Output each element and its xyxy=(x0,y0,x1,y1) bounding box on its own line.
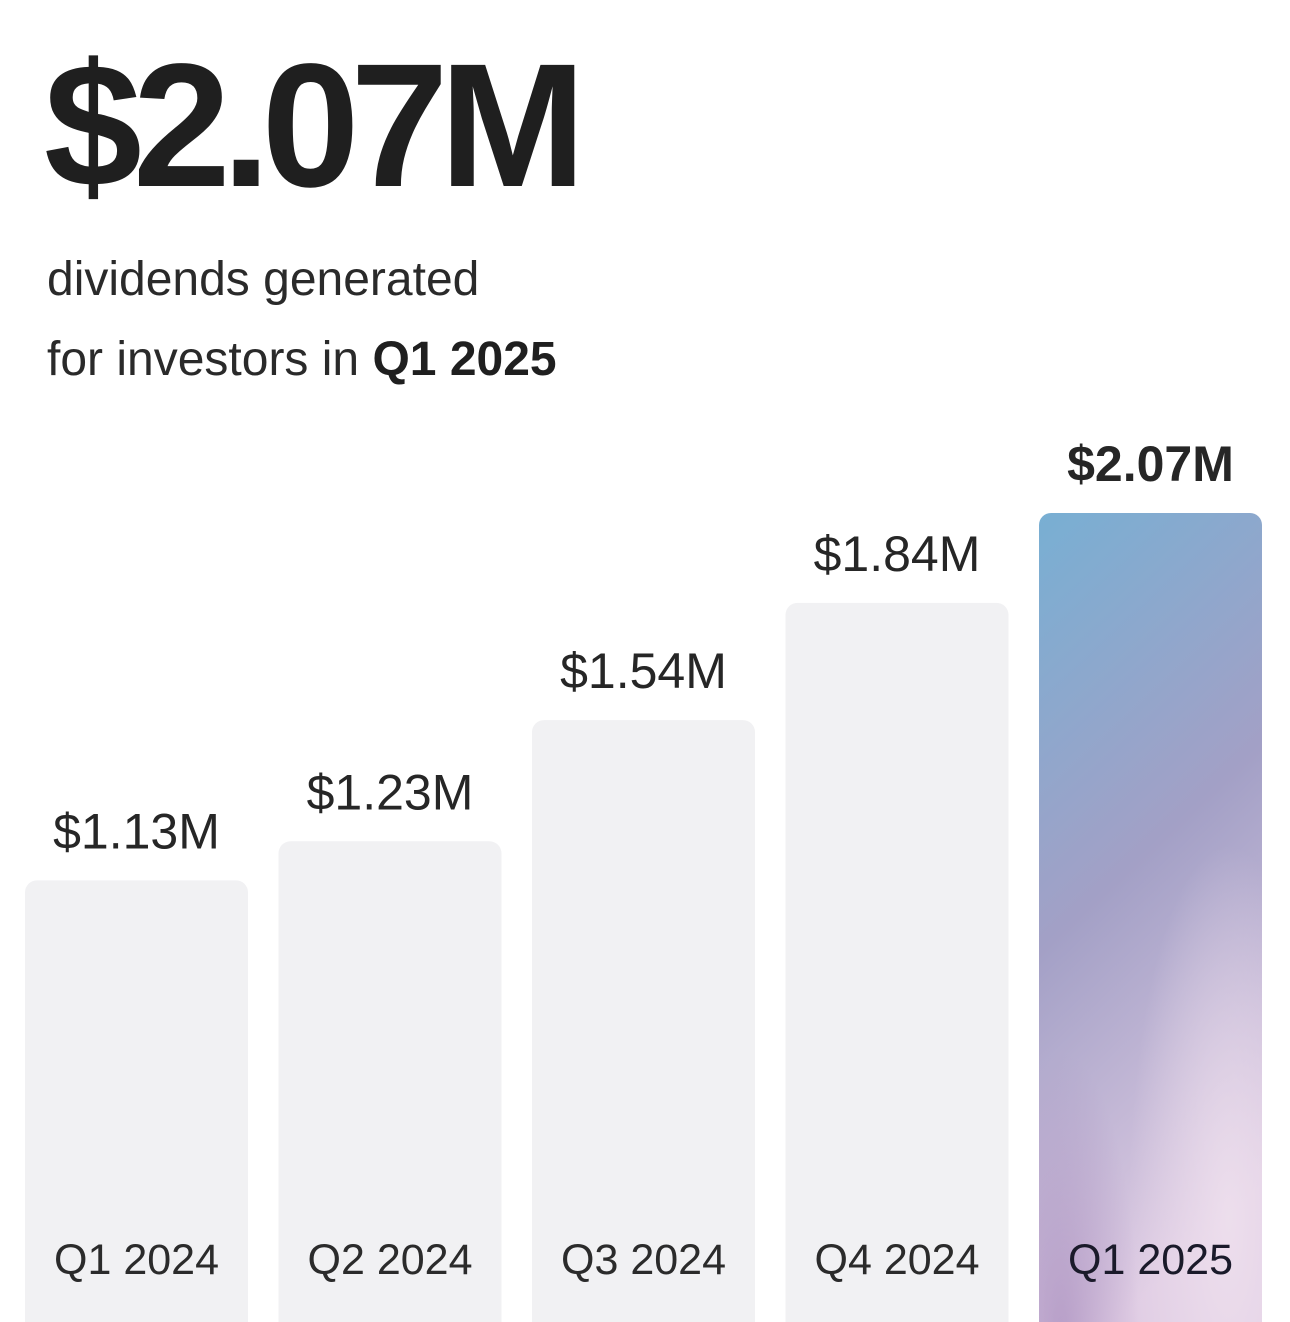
bar-q3-2024 xyxy=(532,720,755,1322)
headline-value: $2.07M xyxy=(44,28,586,224)
subtitle: dividends generated for investors in Q1 … xyxy=(47,240,557,400)
subtitle-line-1: dividends generated xyxy=(47,253,480,306)
category-label-q1-2024: Q1 2024 xyxy=(54,1236,219,1284)
value-label-q2-2024: $1.23M xyxy=(307,764,474,820)
category-label-q4-2024: Q4 2024 xyxy=(815,1236,980,1284)
value-label-q3-2024: $1.54M xyxy=(560,643,727,699)
bar-q2-2024 xyxy=(278,841,502,1322)
value-label-q1-2025: $2.07M xyxy=(1067,436,1234,492)
bar-q1-2024 xyxy=(25,880,248,1322)
bar-highlight-shade xyxy=(1039,513,1262,1322)
value-label-q4-2024: $1.84M xyxy=(814,526,981,582)
bar-q4-2024 xyxy=(785,602,1009,1322)
category-label-q2-2024: Q2 2024 xyxy=(308,1236,473,1284)
category-label-q3-2024: Q3 2024 xyxy=(561,1236,726,1284)
subtitle-line-2-prefix: for investors in xyxy=(47,333,373,386)
category-label-q1-2025: Q1 2025 xyxy=(1068,1236,1233,1284)
subtitle-period: Q1 2025 xyxy=(372,333,557,386)
bars-group: $1.13M Q1 2024 $1.23M Q2 2024 $1.54M Q3 2024 $… xyxy=(25,436,1262,1322)
value-label-q1-2024: $1.13M xyxy=(53,803,220,859)
